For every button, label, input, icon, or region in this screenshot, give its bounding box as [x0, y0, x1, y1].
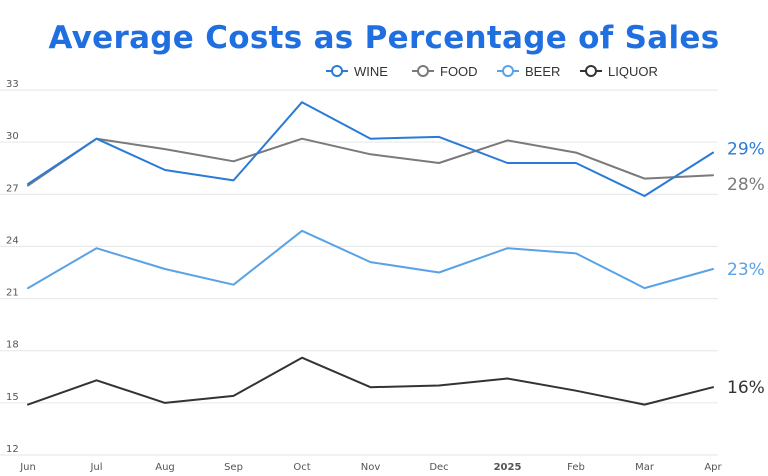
y-tick-label-33: 33: [6, 79, 19, 90]
x-tick-label-2025: 2025: [494, 462, 522, 473]
legend-marker-beer: [502, 65, 514, 77]
legend-label-liquor: LIQUOR: [608, 64, 658, 79]
gridlines: [0, 89, 718, 456]
x-tick-label-aug: Aug: [155, 462, 175, 473]
legend-item-beer[interactable]: BEER: [497, 64, 560, 79]
x-tick-label-nov: Nov: [361, 462, 381, 473]
end-label-wine: 29%: [727, 140, 765, 160]
legend-label-food: FOOD: [440, 64, 478, 79]
y-tick-label-21: 21: [6, 288, 19, 299]
legend-label-wine: WINE: [354, 64, 388, 79]
series-line-wine: [27, 101, 714, 197]
x-tick-label-mar: Mar: [635, 462, 655, 473]
legend-item-liquor[interactable]: LIQUOR: [580, 64, 658, 79]
x-tick-label-dec: Dec: [429, 462, 448, 473]
y-tick-label-15: 15: [6, 392, 19, 403]
series-line-food: [27, 137, 714, 187]
end-label-liquor: 16%: [727, 378, 765, 398]
x-tick-label-oct: Oct: [293, 462, 310, 473]
legend: WINE FOOD BEER LIQUOR: [326, 64, 658, 79]
x-tick-label-feb: Feb: [567, 462, 585, 473]
end-labels: 29% 28% 23% 16%: [727, 140, 765, 399]
series-lines: [27, 101, 714, 406]
x-axis-ticks: Jun Jul Aug Sep Oct Nov Dec 2025 Feb Mar Apr: [19, 462, 722, 473]
legend-label-beer: BEER: [525, 64, 560, 79]
legend-marker-liquor: [585, 65, 597, 77]
end-label-food: 28%: [727, 175, 765, 195]
legend-marker-wine: [331, 65, 343, 77]
chart-title: Average Costs as Percentage of Sales: [48, 20, 720, 56]
y-tick-label-12: 12: [6, 444, 19, 455]
y-tick-label-24: 24: [6, 235, 19, 246]
x-tick-label-apr: Apr: [704, 462, 722, 473]
legend-item-food[interactable]: FOOD: [412, 64, 478, 79]
y-axis-ticks: 12 15 18 21 24 27 30 33: [6, 79, 19, 455]
series-line-beer: [27, 229, 714, 290]
legend-item-wine[interactable]: WINE: [326, 64, 388, 79]
legend-marker-food: [417, 65, 429, 77]
x-tick-label-jul: Jul: [89, 462, 102, 473]
x-tick-label-sep: Sep: [224, 462, 243, 473]
end-label-beer: 23%: [727, 260, 765, 280]
y-tick-label-18: 18: [6, 340, 19, 351]
x-tick-label-jun: Jun: [19, 462, 36, 473]
y-tick-label-30: 30: [6, 131, 19, 142]
y-tick-label-27: 27: [6, 183, 19, 194]
series-line-liquor: [27, 356, 714, 406]
